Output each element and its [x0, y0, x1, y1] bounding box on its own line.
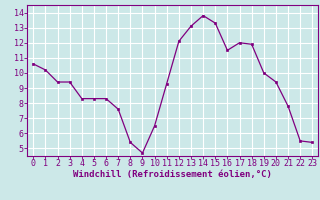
X-axis label: Windchill (Refroidissement éolien,°C): Windchill (Refroidissement éolien,°C): [73, 170, 272, 179]
